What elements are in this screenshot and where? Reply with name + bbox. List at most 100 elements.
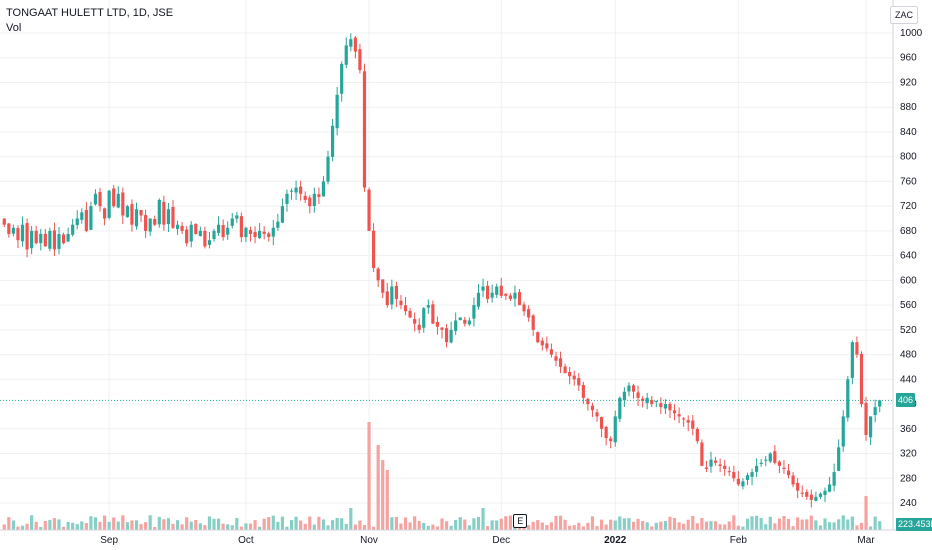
volume-bar bbox=[622, 518, 626, 530]
volume-bar bbox=[66, 521, 70, 530]
candle-body bbox=[353, 37, 357, 52]
volume-bar bbox=[413, 516, 417, 530]
candle-body bbox=[796, 482, 800, 491]
candle-body bbox=[175, 224, 180, 230]
volume-bar bbox=[112, 517, 116, 530]
candle-body bbox=[736, 478, 740, 485]
volume-bar bbox=[175, 520, 180, 530]
volume-bar bbox=[536, 520, 540, 530]
candle-body bbox=[458, 317, 462, 321]
volume-bar bbox=[755, 515, 759, 530]
candle-body bbox=[609, 438, 613, 442]
candle-body bbox=[317, 194, 321, 197]
volume-bar bbox=[52, 518, 57, 530]
currency-button[interactable]: ZAC bbox=[890, 6, 918, 24]
earnings-marker[interactable]: E bbox=[513, 514, 528, 528]
volume-bar bbox=[764, 524, 768, 530]
volume-bar bbox=[777, 518, 782, 530]
candle-body bbox=[166, 209, 171, 225]
candle-body bbox=[805, 492, 809, 497]
volume-bar bbox=[864, 496, 868, 530]
volume-bar bbox=[353, 524, 357, 530]
volume-bar bbox=[449, 525, 453, 530]
volume-bar bbox=[317, 516, 321, 530]
volume-bar bbox=[768, 516, 772, 530]
candle-body bbox=[180, 225, 184, 231]
volume-bar bbox=[636, 518, 640, 530]
x-tick-label: Mar bbox=[857, 535, 875, 546]
candle-body bbox=[66, 233, 70, 242]
candle-body bbox=[463, 319, 467, 324]
candle-body bbox=[823, 490, 827, 496]
volume-bar bbox=[221, 523, 225, 530]
candle-body bbox=[444, 328, 449, 343]
volume-bar bbox=[403, 517, 408, 530]
volume-bar bbox=[194, 520, 198, 530]
candle-body bbox=[622, 391, 626, 401]
candle-body bbox=[221, 225, 225, 238]
volume-bar bbox=[258, 526, 262, 530]
volume-bar bbox=[130, 520, 134, 530]
volume-bar bbox=[226, 524, 230, 530]
candle-body bbox=[153, 218, 157, 225]
volume-bar bbox=[344, 524, 348, 530]
candle-body bbox=[700, 442, 704, 466]
candle-body bbox=[581, 385, 585, 398]
candle-body bbox=[57, 233, 61, 249]
candle-body bbox=[873, 407, 877, 416]
candle-body bbox=[93, 193, 98, 205]
volume-bar bbox=[198, 523, 202, 530]
candle-body bbox=[476, 292, 481, 307]
volume-bar bbox=[431, 524, 435, 530]
candle-body bbox=[226, 227, 230, 235]
candle-body bbox=[727, 471, 731, 473]
candle-body bbox=[312, 193, 316, 207]
volume-bar bbox=[139, 524, 143, 530]
volume-bars bbox=[2, 422, 882, 530]
candle-body bbox=[631, 385, 636, 392]
candle-body bbox=[536, 332, 540, 343]
candle-body bbox=[663, 404, 668, 409]
volume-bar bbox=[572, 525, 576, 530]
volume-bar bbox=[326, 525, 330, 530]
candle-body bbox=[308, 197, 312, 207]
volume-bar bbox=[372, 526, 376, 530]
candle-body bbox=[791, 475, 795, 485]
candle-body bbox=[372, 230, 376, 268]
volume-bar bbox=[271, 515, 275, 530]
candle-body bbox=[782, 467, 786, 469]
y-tick-label: 960 bbox=[900, 53, 917, 64]
candle-body bbox=[299, 186, 303, 194]
y-tick-label: 360 bbox=[900, 424, 917, 435]
candle-body bbox=[262, 231, 266, 234]
candle-body bbox=[540, 340, 544, 346]
candle-body bbox=[695, 428, 699, 442]
volume-bar bbox=[125, 522, 129, 530]
volume-bar bbox=[631, 521, 636, 530]
candle-body bbox=[71, 224, 75, 235]
candle-body bbox=[258, 230, 262, 239]
volume-bar bbox=[650, 526, 654, 530]
volume-bar bbox=[796, 517, 800, 530]
volume-bar bbox=[741, 526, 745, 530]
candle-body bbox=[230, 218, 234, 226]
grid bbox=[0, 0, 893, 530]
candle-body bbox=[677, 414, 681, 417]
candle-body bbox=[878, 400, 882, 407]
volume-bar bbox=[276, 521, 280, 530]
volume-bar bbox=[335, 517, 339, 530]
volume-bar bbox=[654, 522, 658, 530]
candle-body bbox=[34, 230, 38, 244]
volume-bar bbox=[590, 516, 595, 530]
volume-bar bbox=[745, 518, 750, 530]
volume-bar bbox=[727, 521, 731, 530]
volume-bar bbox=[599, 519, 604, 530]
candle-body bbox=[522, 304, 526, 312]
volume-bar bbox=[463, 519, 467, 530]
candle-body bbox=[709, 459, 713, 467]
candle-body bbox=[586, 398, 590, 405]
volume-bar bbox=[16, 526, 20, 530]
candle-body bbox=[403, 305, 408, 312]
volume-bar bbox=[153, 526, 157, 530]
